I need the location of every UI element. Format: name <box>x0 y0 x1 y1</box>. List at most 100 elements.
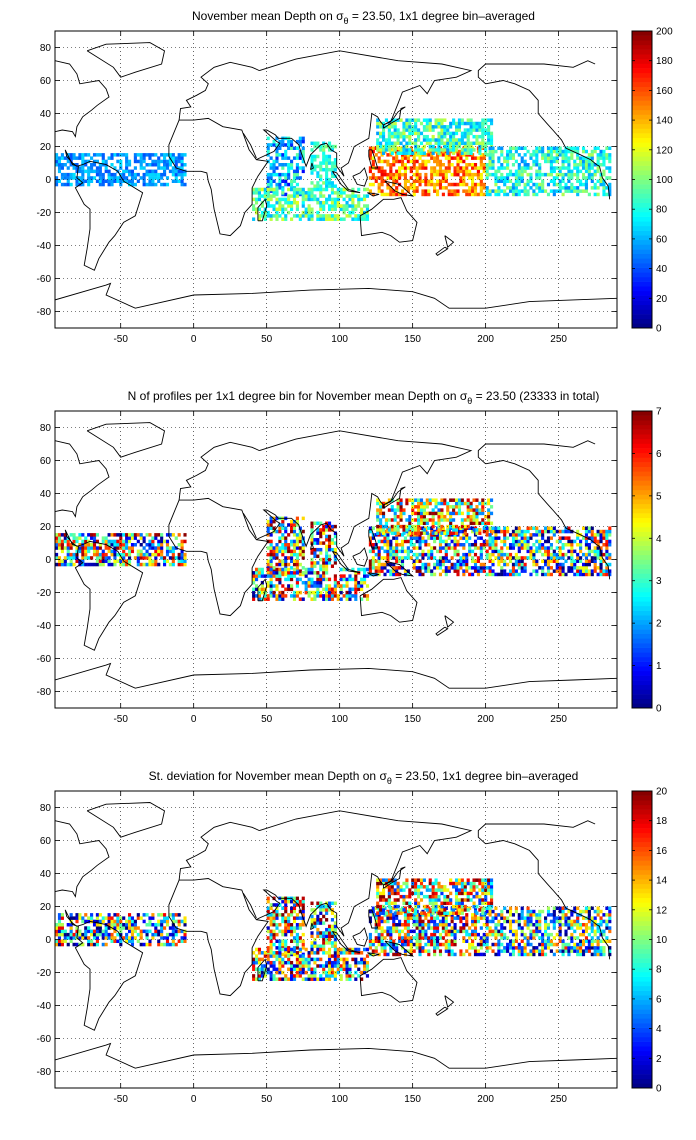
heatmap-cell <box>278 186 282 190</box>
heatmap-cell <box>266 906 270 910</box>
chart-title: November mean Depth on σθ = 23.50, 1x1 d… <box>192 9 535 26</box>
heatmap-cell <box>319 174 323 179</box>
heatmap-cell <box>466 524 470 529</box>
heatmap-cell <box>450 192 454 197</box>
colorbar-segment <box>632 536 652 542</box>
heatmap-cell <box>316 200 320 205</box>
heatmap-cell <box>319 574 323 578</box>
heatmap-cell <box>440 514 444 519</box>
heatmap-cell <box>395 539 399 544</box>
heatmap-cell <box>171 169 175 174</box>
heatmap-cell <box>390 151 394 155</box>
heatmap-cell <box>494 182 498 187</box>
heatmap-cell <box>154 556 158 560</box>
heatmap-cell <box>107 543 111 547</box>
heatmap-cell <box>523 556 527 560</box>
heatmap-cell <box>399 514 403 519</box>
heatmap-cell <box>558 172 562 177</box>
heatmap-cell <box>351 200 355 205</box>
heatmap-cell <box>327 161 332 165</box>
heatmap-cell <box>183 539 187 544</box>
heatmap-cell <box>319 164 323 169</box>
coastline <box>382 486 406 509</box>
heatmap-cell <box>327 964 332 968</box>
heatmap-cell <box>78 913 82 917</box>
heatmap-cell <box>456 562 460 567</box>
heatmap-cell <box>292 559 297 563</box>
heatmap-cell <box>287 543 291 547</box>
heatmap-cell <box>602 182 606 187</box>
heatmap-cell <box>292 964 297 968</box>
heatmap-cell <box>380 189 384 193</box>
heatmap-cell <box>552 529 556 534</box>
heatmap-cell <box>269 556 273 560</box>
heatmap-cell <box>435 156 440 160</box>
heatmap-cell <box>602 552 606 557</box>
heatmap-cell <box>63 546 67 550</box>
heatmap-cell <box>371 952 375 957</box>
heatmap-cell <box>252 207 256 212</box>
heatmap-cell <box>145 169 149 174</box>
heatmap-cell <box>485 556 489 560</box>
heatmap-cell <box>130 929 135 934</box>
heatmap-cell <box>168 913 172 917</box>
heatmap-cell <box>399 498 403 502</box>
heatmap-cell <box>145 172 149 177</box>
heatmap-cell <box>290 139 294 144</box>
heatmap-cell <box>322 597 326 601</box>
heatmap-cell <box>392 569 396 573</box>
heatmap-cell <box>163 539 167 544</box>
heatmap-cell <box>421 192 425 197</box>
heatmap-cell <box>333 587 337 592</box>
heatmap-cell <box>287 577 291 582</box>
heatmap-cell <box>396 521 400 526</box>
heatmap-cell <box>90 166 94 170</box>
heatmap-cell <box>171 562 175 567</box>
heatmap-cell <box>290 906 294 910</box>
heatmap-cell <box>84 562 88 567</box>
heatmap-cell <box>322 194 326 198</box>
heatmap-cell <box>348 214 352 218</box>
heatmap-cell <box>148 543 152 547</box>
heatmap-cell <box>427 543 431 547</box>
heatmap-cell <box>92 176 97 180</box>
heatmap-cell <box>535 562 539 567</box>
heatmap-cell <box>465 166 469 170</box>
heatmap-cell <box>546 192 551 197</box>
heatmap-cell <box>313 541 317 545</box>
heatmap-cell <box>313 571 317 575</box>
heatmap-cell <box>414 128 418 132</box>
heatmap-cell <box>468 572 472 577</box>
heatmap-cell <box>275 146 279 150</box>
heatmap-cell <box>517 163 521 167</box>
heatmap-cell <box>424 543 428 547</box>
heatmap-cell <box>55 539 59 544</box>
heatmap-cell <box>84 159 88 164</box>
heatmap-cell <box>535 569 539 573</box>
heatmap-cell <box>110 932 114 937</box>
heatmap-cell <box>555 559 559 563</box>
heatmap-cell <box>427 192 431 197</box>
heatmap-cell <box>257 214 262 218</box>
heatmap-cell <box>72 536 76 540</box>
heatmap-cell <box>57 926 62 930</box>
heatmap-cell <box>57 932 62 937</box>
coastline <box>435 626 449 636</box>
colorbar-tick-label: 200 <box>656 27 673 38</box>
heatmap-cell <box>316 554 320 559</box>
heatmap-cell <box>581 149 586 154</box>
heatmap-cell <box>157 543 161 547</box>
colorbar-segment <box>632 694 652 700</box>
heatmap-cell <box>113 549 117 554</box>
heatmap-cell <box>290 926 294 930</box>
heatmap-cell <box>295 584 299 588</box>
heatmap-cell <box>360 210 364 215</box>
heatmap-cell <box>287 587 291 592</box>
heatmap-cell <box>78 916 82 920</box>
heatmap-cell <box>177 179 181 183</box>
heatmap-cell <box>154 176 158 180</box>
heatmap-cell <box>584 569 589 573</box>
heatmap-cell <box>142 552 146 557</box>
heatmap-cell <box>310 528 314 532</box>
heatmap-cell <box>151 159 155 164</box>
